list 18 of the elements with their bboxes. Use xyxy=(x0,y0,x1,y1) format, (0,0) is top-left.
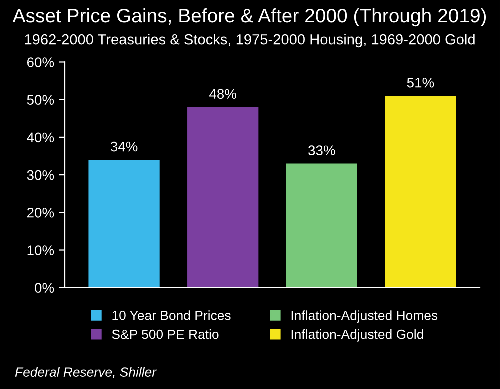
legend-label: S&P 500 PE Ratio xyxy=(112,330,219,340)
y-tick-label: 30% xyxy=(27,170,54,180)
chart-title: Asset Price Gains, Before & After 2000 (Through 2019) xyxy=(12,8,486,27)
legend-label: Inflation-Adjusted Gold xyxy=(292,330,424,342)
chart-subtitle: 1962-2000 Treasuries & Stocks, 1975-2000 Housing, 1969-2000 Gold xyxy=(25,34,475,48)
data-label: 34% xyxy=(110,142,138,152)
data-label: 48% xyxy=(210,89,236,100)
y-tick-label: 20% xyxy=(27,208,54,218)
text: Federal Reserve, Shiller xyxy=(15,367,157,379)
data-label: 33% xyxy=(308,146,336,156)
data-label: 51% xyxy=(407,78,434,88)
legend-label: Inflation-Adjusted Homes xyxy=(292,310,438,323)
y-tick-label: 0% xyxy=(35,283,54,294)
legend-label: 10 Year Bond Prices xyxy=(112,310,231,320)
y-tick-label: 50% xyxy=(27,95,54,106)
y-tick-label: 10% xyxy=(28,246,54,256)
y-tick-label: 40% xyxy=(27,132,54,143)
y-tick-label: 60% xyxy=(27,58,54,68)
